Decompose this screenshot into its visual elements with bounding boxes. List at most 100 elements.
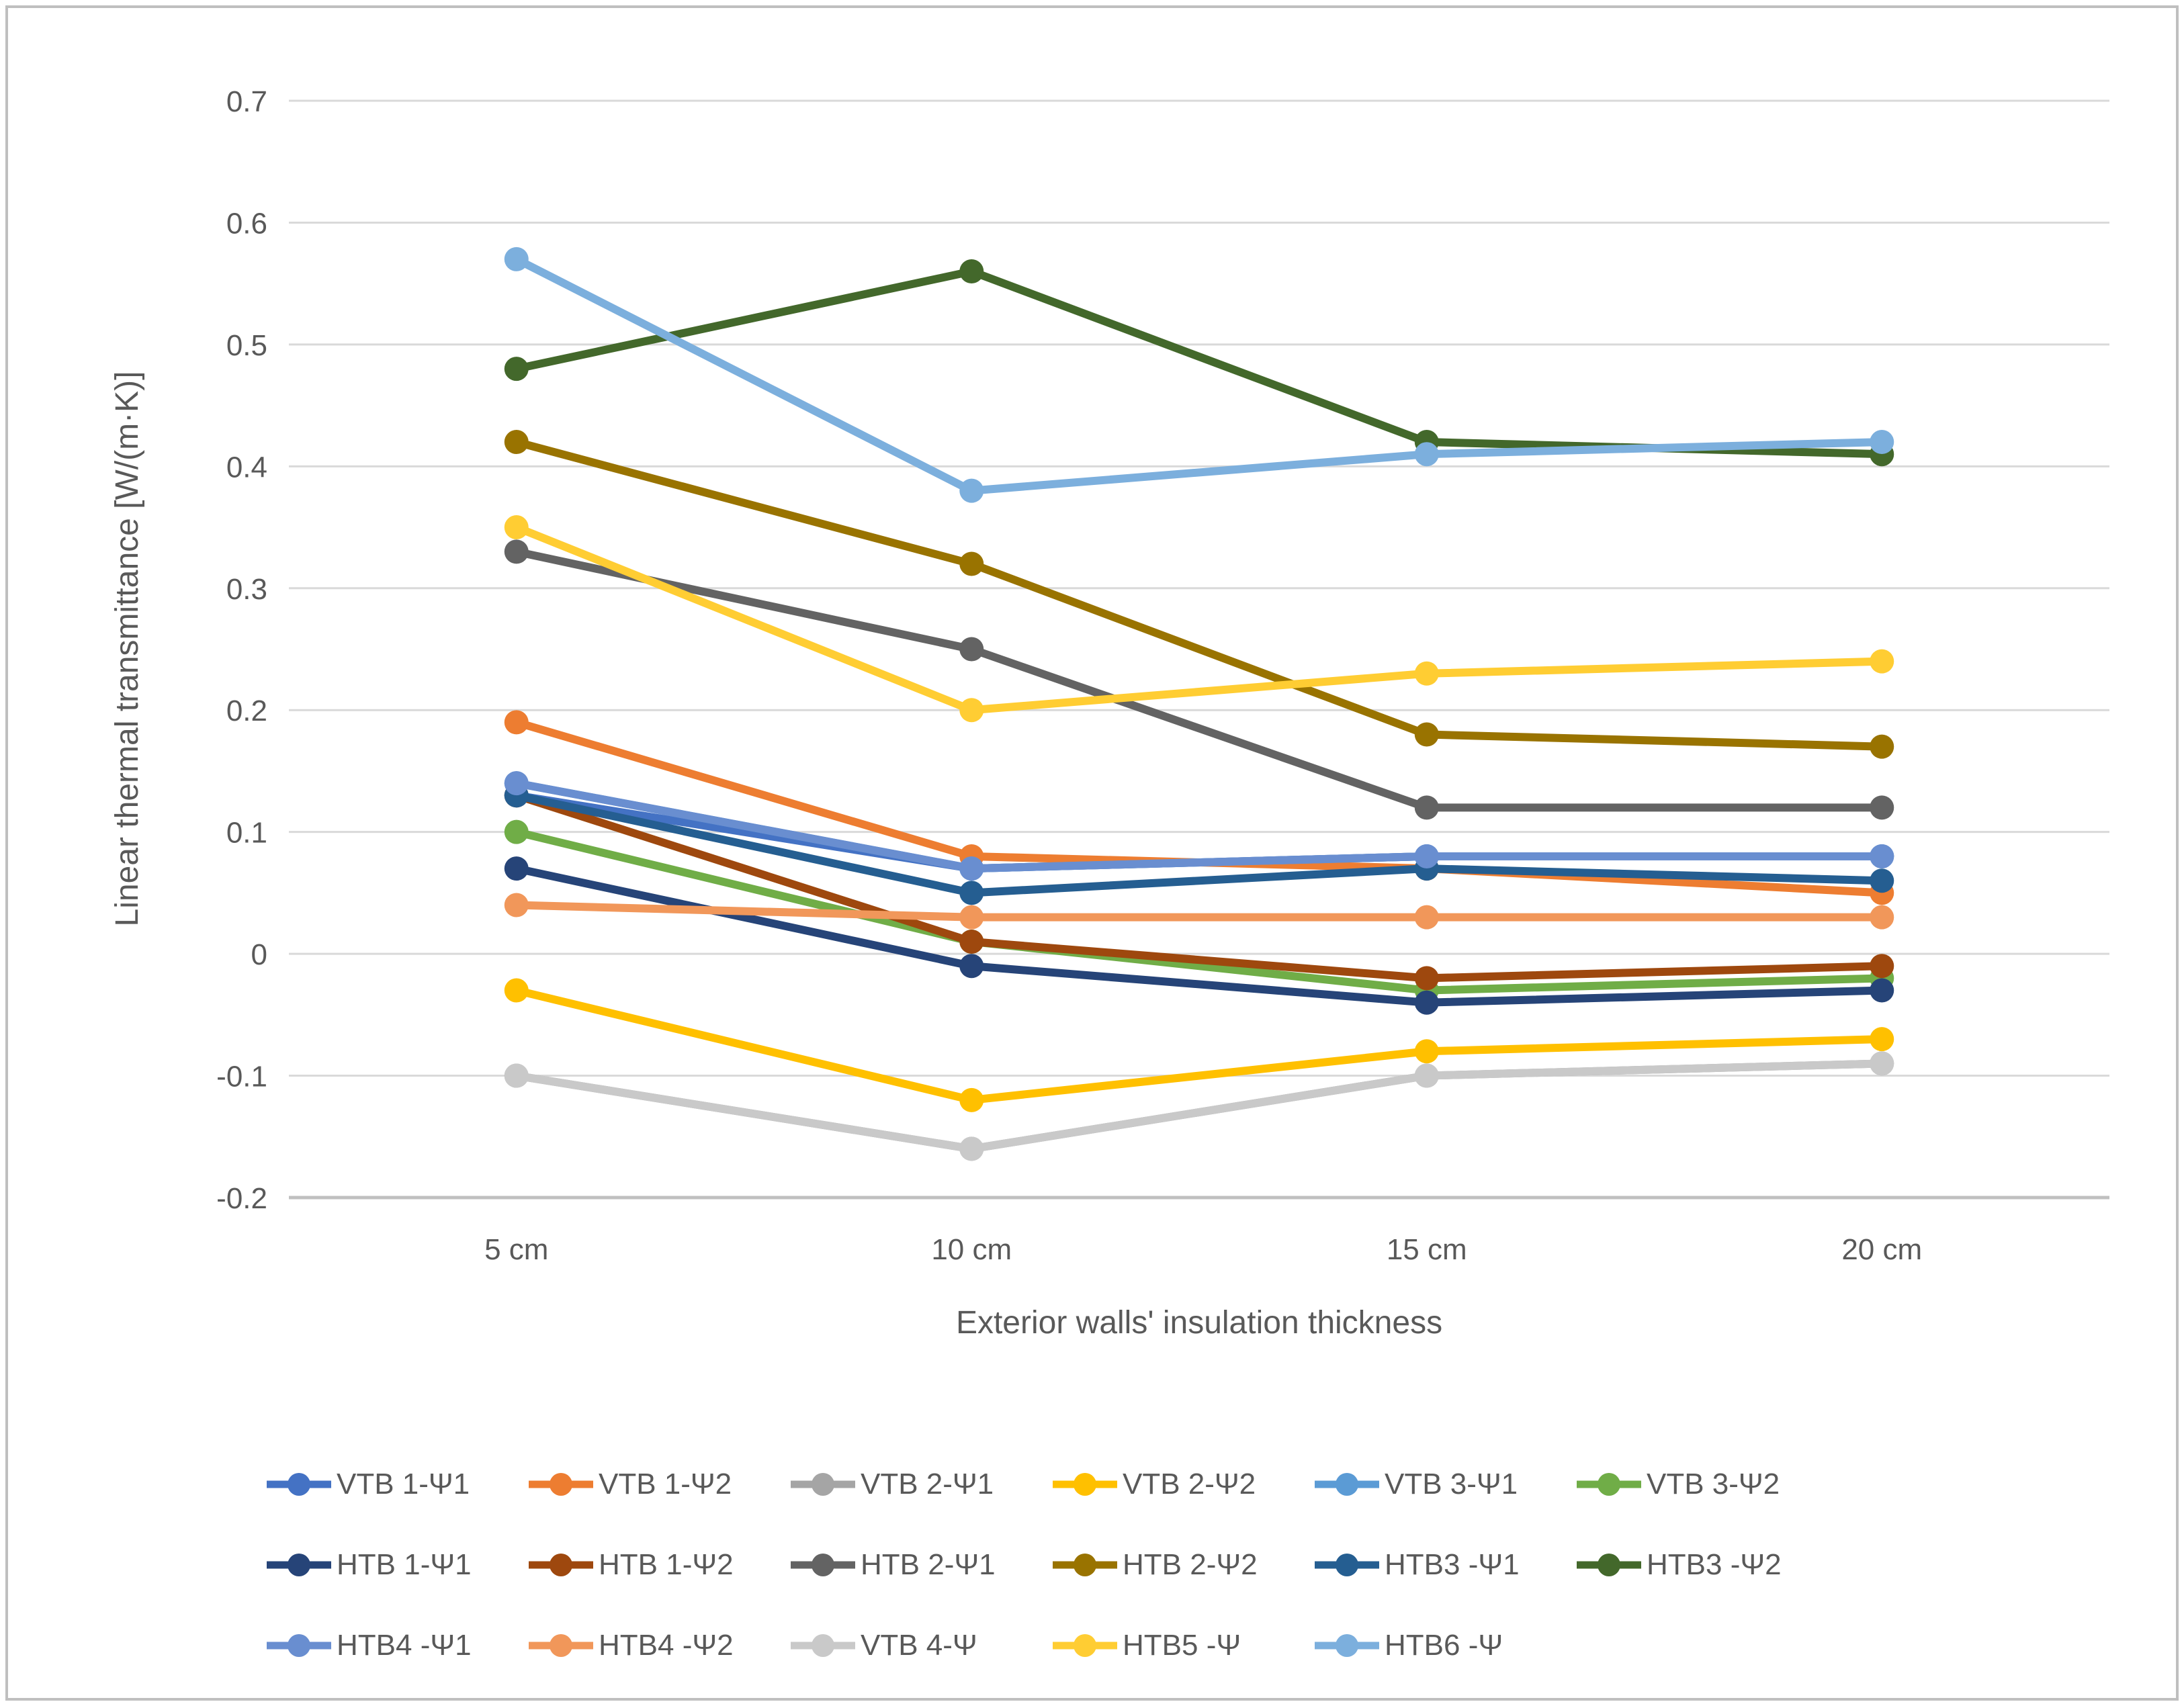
- series-marker: [1870, 734, 1894, 759]
- series-marker: [504, 978, 529, 1003]
- series-marker: [504, 246, 529, 271]
- legend-label: HTB3 -Ψ2: [1647, 1548, 1782, 1581]
- series-marker: [959, 698, 984, 723]
- series-marker: [1870, 1027, 1894, 1052]
- legend-label: HTB 2-Ψ2: [1123, 1548, 1258, 1581]
- legend-line-marker-icon: [267, 1634, 331, 1657]
- series-marker: [1414, 722, 1439, 747]
- legend-item: VTB 3-Ψ1: [1313, 1468, 1575, 1501]
- legend-item: HTB 1-Ψ2: [527, 1548, 789, 1582]
- legend-item: VTB 2-Ψ1: [789, 1468, 1051, 1501]
- series-marker: [959, 881, 984, 905]
- legend-line-marker-icon: [1315, 1554, 1379, 1576]
- series-marker: [504, 539, 529, 564]
- line-chart: 0.7 0.6 0.5 0.4 0.3 0.2 0.1 0 -0.1 -0.2 5 cm 10 cm…: [110, 85, 2109, 1341]
- x-axis-tick-labels: 5 cm 10 cm 15 cm 20 cm: [484, 1233, 1922, 1266]
- series-marker: [504, 430, 529, 455]
- series-marker: [959, 259, 984, 284]
- y-tick-label: 0.1: [226, 817, 267, 850]
- y-tick-label: 0.2: [226, 694, 267, 727]
- series-marker: [504, 357, 529, 381]
- legend-item: VTB 1-Ψ1: [265, 1468, 527, 1501]
- legend-line-marker-icon: [267, 1554, 331, 1576]
- legend-item: HTB 2-Ψ2: [1051, 1548, 1313, 1582]
- series-marker: [504, 893, 529, 917]
- x-tick-label: 10 cm: [931, 1233, 1012, 1266]
- figure-border: [5, 5, 2179, 1701]
- series-marker: [1414, 905, 1439, 930]
- legend-label: VTB 3-Ψ2: [1647, 1468, 1780, 1500]
- x-axis-title: Exterior walls' insulation thickness: [956, 1305, 1442, 1341]
- series-marker: [959, 1136, 984, 1161]
- legend-line-marker-icon: [529, 1554, 593, 1576]
- series-marker: [1870, 868, 1894, 893]
- series-marker: [504, 819, 529, 844]
- series-line: [512, 523, 1886, 715]
- series-marker: [1414, 966, 1439, 991]
- legend-row: HTB4 -Ψ1 HTB4 -Ψ2 VTB 4-Ψ HTB5 -Ψ HTB6 -Ψ: [265, 1605, 1945, 1686]
- legend-line-marker-icon: [1577, 1554, 1641, 1576]
- series-line: [512, 779, 1886, 873]
- series-line: [512, 901, 1886, 922]
- x-tick-label: 20 cm: [1841, 1233, 1922, 1266]
- legend-line-marker-icon: [267, 1473, 331, 1496]
- legend-line-marker-icon: [791, 1634, 855, 1657]
- legend-row: VTB 1-Ψ1 VTB 1-Ψ2 VTB 2-Ψ1 VTB 2-Ψ2 VTB 3-Ψ1…: [265, 1444, 1945, 1525]
- series-layer: [504, 246, 1894, 1161]
- y-tick-label: 0.3: [226, 573, 267, 606]
- legend-label: HTB4 -Ψ1: [337, 1629, 472, 1662]
- legend-label: HTB5 -Ψ: [1123, 1629, 1241, 1662]
- legend-label: VTB 4-Ψ: [861, 1629, 977, 1662]
- series-line: [512, 547, 1886, 812]
- series-marker: [504, 515, 529, 540]
- series-marker: [1414, 990, 1439, 1015]
- series-marker: [1414, 1063, 1439, 1088]
- series-marker: [1870, 844, 1894, 868]
- legend-label: HTB3 -Ψ1: [1385, 1548, 1520, 1581]
- x-tick-label: 15 cm: [1387, 1233, 1467, 1266]
- series-line: [512, 791, 1886, 897]
- legend-line-marker-icon: [1315, 1473, 1379, 1496]
- series-line: [512, 864, 1886, 1007]
- series-marker: [959, 954, 984, 979]
- series-marker: [959, 637, 984, 662]
- legend-label: VTB 2-Ψ1: [861, 1468, 994, 1500]
- legend-item: HTB6 -Ψ: [1313, 1629, 1575, 1662]
- y-tick-label: 0.5: [226, 329, 267, 362]
- legend-item: HTB4 -Ψ2: [527, 1629, 789, 1662]
- x-tick-label: 5 cm: [484, 1233, 548, 1266]
- legend-label: HTB 2-Ψ1: [861, 1548, 996, 1581]
- legend-label: VTB 1-Ψ2: [599, 1468, 732, 1500]
- legend-item: VTB 4-Ψ: [789, 1629, 1051, 1662]
- legend-item: HTB5 -Ψ: [1051, 1629, 1313, 1662]
- series-line: [512, 1059, 1886, 1153]
- series-marker: [504, 710, 529, 735]
- series-marker: [1414, 1039, 1439, 1064]
- legend-line-marker-icon: [1577, 1473, 1641, 1496]
- series-marker: [959, 551, 984, 576]
- legend-label: HTB6 -Ψ: [1385, 1629, 1503, 1662]
- legend-label: HTB 1-Ψ2: [599, 1548, 734, 1581]
- y-tick-label: -0.1: [216, 1061, 267, 1093]
- legend-item: HTB4 -Ψ1: [265, 1629, 527, 1662]
- legend-line-marker-icon: [529, 1634, 593, 1657]
- series-marker: [1870, 795, 1894, 820]
- series-marker: [959, 929, 984, 954]
- series-line: [512, 438, 1886, 751]
- y-tick-label: 0: [251, 938, 267, 971]
- legend-line-marker-icon: [1053, 1634, 1117, 1657]
- legend-line-marker-icon: [1053, 1554, 1117, 1576]
- series-marker: [1414, 661, 1439, 686]
- legend-item: HTB 1-Ψ1: [265, 1548, 527, 1582]
- series-marker: [1870, 430, 1894, 455]
- legend-label: HTB 1-Ψ1: [337, 1548, 472, 1581]
- series-marker: [959, 1087, 984, 1112]
- legend-label: VTB 2-Ψ2: [1123, 1468, 1256, 1500]
- series-marker: [1870, 649, 1894, 674]
- series-marker: [1870, 978, 1894, 1003]
- series-marker: [1414, 795, 1439, 820]
- series-line: [512, 255, 1886, 495]
- series-marker: [504, 1063, 529, 1088]
- legend-item: HTB3 -Ψ2: [1575, 1548, 1837, 1582]
